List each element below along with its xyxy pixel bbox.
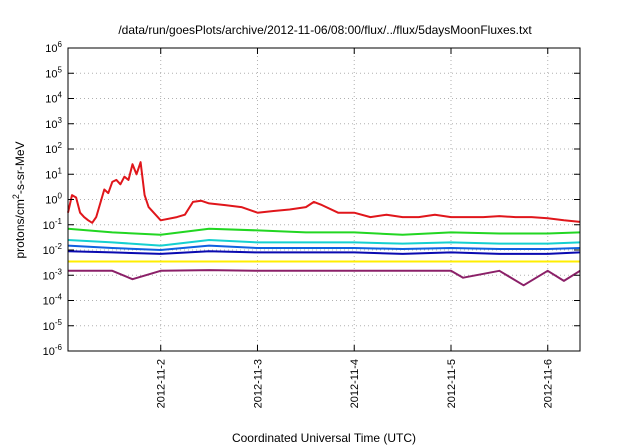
y-tick-label: 106 [45, 40, 62, 55]
y-axis-label: protons/cm2-s-sr-MeV [11, 141, 27, 258]
x-tick-label: 2012-11-6 [543, 359, 555, 408]
x-tick-label: 2012-11-4 [349, 359, 361, 408]
series-line-2 [67, 227, 581, 236]
series-line-4 [67, 244, 581, 251]
series-line-5 [67, 250, 581, 255]
y-tick-label: 10-5 [43, 318, 63, 333]
x-tick-label: 2012-11-3 [252, 359, 264, 408]
y-axis-ticks: 106 105 104 103 102 101 100 10-1 10-2 10-3 10-4 10-… [43, 40, 580, 358]
y-tick-label: 10-1 [43, 217, 63, 232]
series-line-7 [68, 269, 581, 287]
y-tick-label: 10-2 [43, 242, 63, 257]
y-tick-label: 103 [45, 116, 62, 131]
y-tick-label: 104 [45, 91, 62, 106]
series-line-1 [67, 161, 581, 224]
x-axis-label: Coordinated Universal Time (UTC) [232, 431, 416, 445]
chart-title: /data/run/goesPlots/archive/2012-11-06/0… [118, 23, 532, 37]
series-lines [67, 161, 581, 287]
y-tick-label: 10-6 [43, 343, 63, 358]
grid-lines [68, 48, 580, 351]
series-line-3 [67, 239, 581, 247]
x-tick-label: 2012-11-5 [446, 359, 458, 408]
y-tick-label: 10-3 [43, 267, 63, 282]
y-tick-label: 102 [45, 141, 62, 156]
y-axis-label-sup: 2 [11, 194, 21, 199]
x-axis-ticks: 2012-11-2 2012-11-3 2012-11-4 2012-11-5 2012… [156, 48, 555, 408]
y-tick-label: 100 [45, 192, 62, 207]
y-tick-label: 10-4 [43, 293, 63, 308]
plot-area: 106 105 104 103 102 101 100 10-1 10-2 10-3 10-4 10-… [43, 40, 581, 408]
x-tick-label: 2012-11-2 [156, 359, 168, 408]
y-tick-label: 105 [45, 65, 62, 80]
y-tick-label: 101 [45, 166, 62, 181]
y-axis-label-post: -s-sr-MeV [13, 141, 27, 194]
y-axis-label-pre: protons/cm [13, 199, 27, 258]
